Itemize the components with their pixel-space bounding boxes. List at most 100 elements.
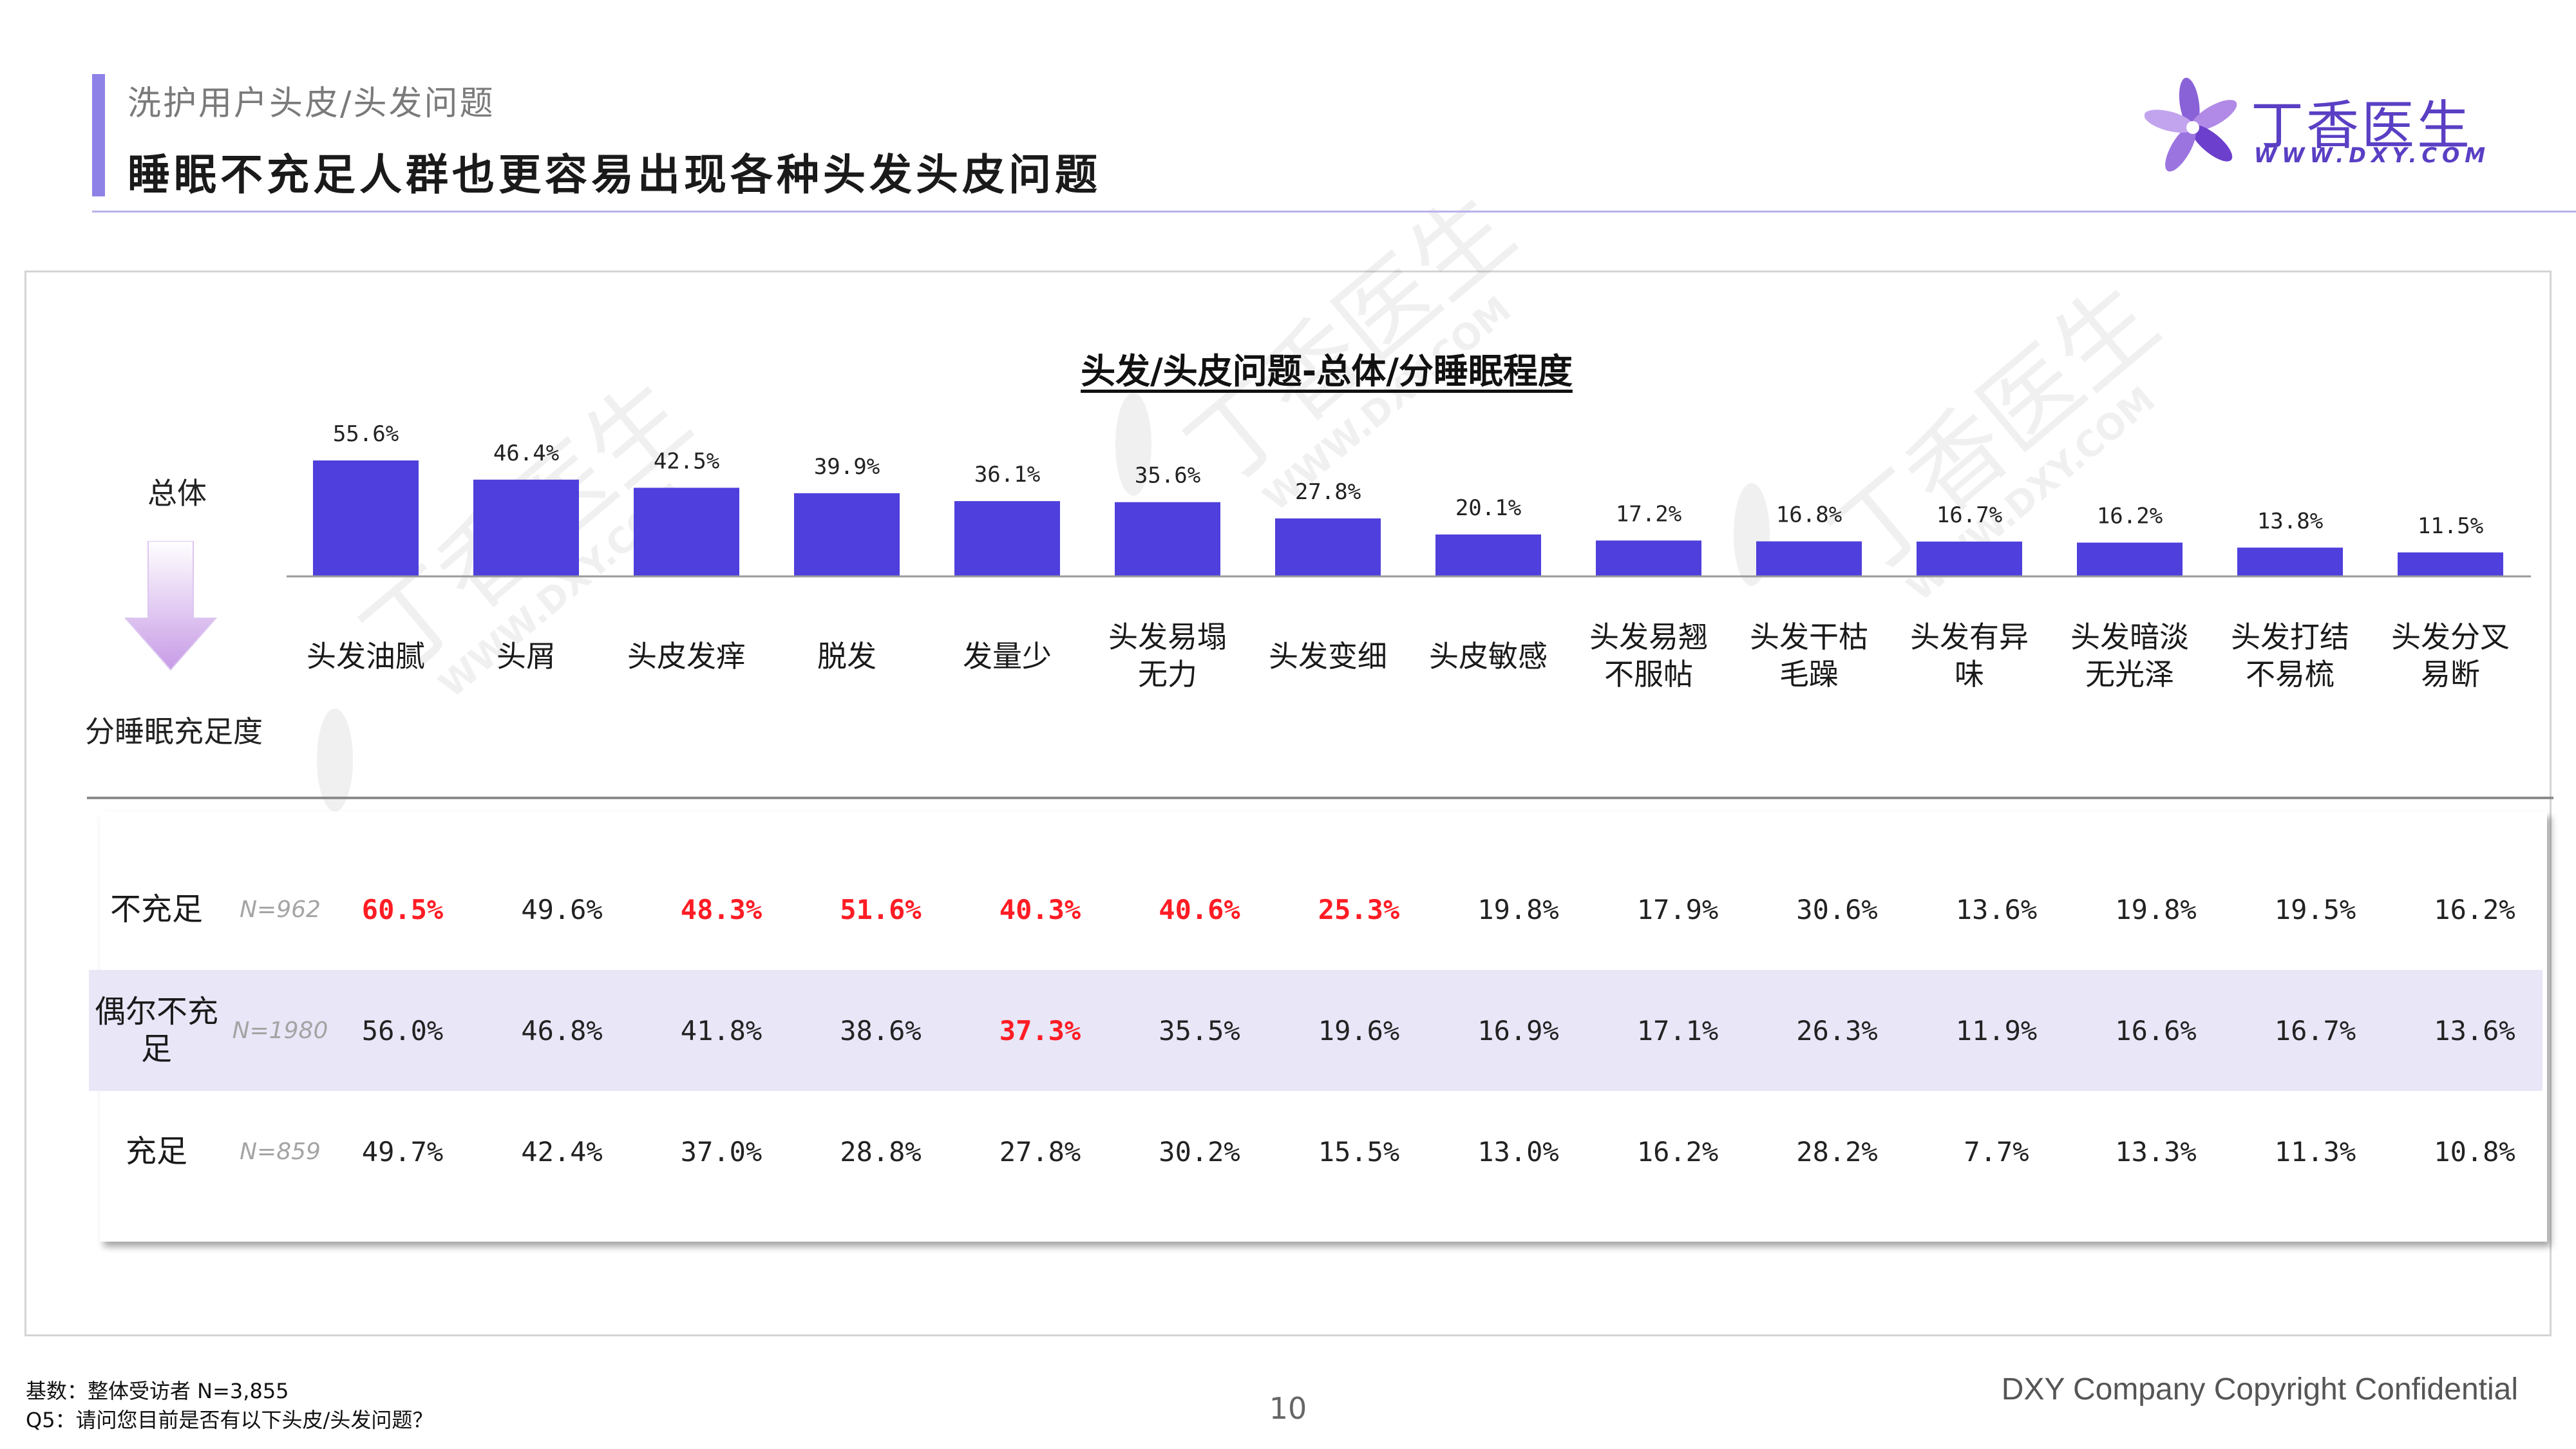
- bar-value-label: 16.8%: [1776, 502, 1842, 528]
- category-label: 头发油腻: [307, 639, 425, 674]
- table-cell: 7.7%: [1964, 1135, 2029, 1168]
- table-cell: 16.7%: [2274, 1014, 2356, 1046]
- brand-logo: [2145, 77, 2237, 172]
- table-cell: 48.3%: [680, 893, 762, 925]
- table-cell: 35.5%: [1159, 1014, 1240, 1046]
- table-cell: 30.2%: [1159, 1135, 1240, 1168]
- table-cell: 26.3%: [1796, 1014, 1878, 1046]
- table-cell: 28.8%: [840, 1135, 922, 1168]
- bar-6: [1275, 518, 1381, 576]
- bar-value-label: 27.8%: [1295, 479, 1361, 505]
- row-sample-size: N=859: [240, 1138, 321, 1165]
- category-label: 头发暗淡 无光泽: [2070, 620, 2189, 692]
- table-cell: 13.0%: [1477, 1135, 1559, 1168]
- table-cell: 38.6%: [840, 1014, 922, 1046]
- bar-value-label: 55.6%: [333, 421, 399, 447]
- bar-2: [634, 488, 739, 576]
- bar-1: [473, 479, 579, 576]
- table-cell: 17.9%: [1636, 893, 1719, 925]
- category-label: 头发分叉 易断: [2391, 620, 2510, 692]
- brand-name: 丁香医生: [2251, 95, 2473, 156]
- table-cell: 19.5%: [2274, 893, 2356, 925]
- chart-table-divider: [87, 797, 2553, 799]
- table-cell: 60.5%: [361, 893, 444, 925]
- table-cell: 40.3%: [999, 893, 1081, 925]
- down-arrow-icon: [124, 541, 218, 671]
- bar-value-label: 20.1%: [1455, 495, 1521, 521]
- table-cell: 25.3%: [1318, 893, 1400, 925]
- table-cell: 11.9%: [1955, 1014, 2038, 1046]
- table-cell: 37.0%: [680, 1135, 762, 1168]
- table-cell: 13.6%: [2434, 1014, 2515, 1046]
- category-label: 头皮敏感: [1429, 639, 1548, 674]
- header-divider: [92, 211, 2576, 213]
- bar-7: [1435, 534, 1541, 576]
- table-row: 充足 N=859 49.7% 42.4% 37.0% 28.8% 27.8% 30.2% 15.…: [89, 1091, 2543, 1212]
- table-cell: 40.6%: [1159, 893, 1240, 925]
- flower-icon: [2145, 77, 2237, 172]
- section-label: 洗护用户头皮/头发问题: [128, 84, 495, 123]
- table-cell: 49.6%: [521, 893, 603, 925]
- table-cell: 41.8%: [680, 1014, 762, 1046]
- table-cell: 16.9%: [1477, 1014, 1559, 1046]
- bar-value-label: 16.7%: [1937, 502, 2002, 528]
- bar-value-label: 13.8%: [2257, 508, 2323, 534]
- bar-value-label: 46.4%: [493, 440, 559, 466]
- category-label: 发量少: [963, 639, 1052, 674]
- page-title: 睡眠不充足人群也更容易出现各种头发头皮问题: [128, 150, 1101, 200]
- category-label: 头发易塌 无力: [1108, 620, 1227, 692]
- copyright: DXY Company Copyright Confidential: [2001, 1372, 2518, 1406]
- table-cell: 56.0%: [361, 1014, 444, 1046]
- split-section-label: 分睡眠充足度: [85, 714, 263, 749]
- bar-12: [2237, 547, 2343, 576]
- header-accent-bar: [92, 74, 105, 196]
- table-cell: 13.6%: [1955, 893, 2038, 925]
- table-cell: 49.7%: [361, 1135, 444, 1168]
- base-note: 基数：整体受访者 N=3,855: [26, 1379, 289, 1403]
- table-cell: 51.6%: [840, 893, 922, 925]
- category-label: 头发有异 味: [1910, 620, 2029, 692]
- table-cell: 19.8%: [2115, 893, 2197, 925]
- table-cell: 17.1%: [1636, 1014, 1719, 1046]
- bar-value-label: 39.9%: [814, 454, 880, 480]
- category-label: 头发打结 不易梳: [2231, 620, 2349, 692]
- table-cell: 46.8%: [521, 1014, 603, 1046]
- bar-value-label: 17.2%: [1616, 501, 1681, 527]
- bar-value-label: 35.6%: [1135, 463, 1200, 489]
- bar-8: [1596, 540, 1701, 576]
- row-sample-size: N=1980: [232, 1017, 328, 1044]
- category-label: 头发干枯 毛躁: [1750, 620, 1868, 692]
- table-cell: 19.8%: [1477, 893, 1559, 925]
- bar-9: [1756, 541, 1862, 576]
- bar-11: [2077, 542, 2183, 576]
- table-cell: 28.2%: [1796, 1135, 1878, 1168]
- chart-title: 头发/头皮问题-总体/分睡眠程度: [1081, 351, 1573, 392]
- bar-3: [794, 493, 900, 576]
- table-cell: 27.8%: [999, 1135, 1081, 1168]
- brand-url: WWW.DXY.COM: [2254, 143, 2491, 167]
- table-cell: 11.3%: [2274, 1135, 2356, 1168]
- row-group-label: 充足: [125, 1133, 187, 1170]
- row-sample-size: N=962: [240, 896, 321, 923]
- category-label: 头发变细: [1269, 639, 1387, 674]
- content-frame: [24, 270, 2552, 1336]
- bar-value-label: 36.1%: [974, 462, 1040, 488]
- bar-value-label: 16.2%: [2097, 504, 2163, 529]
- table-cell: 13.3%: [2115, 1135, 2197, 1168]
- category-label: 头发易翘 不服帖: [1589, 620, 1708, 692]
- bar-0: [313, 460, 419, 576]
- table-cell: 10.8%: [2434, 1135, 2515, 1168]
- bar-4: [954, 501, 1060, 576]
- category-label: 头屑: [497, 639, 556, 674]
- bar-13: [2398, 552, 2503, 576]
- table-row: 偶尔不充 足 N=1980 56.0% 46.8% 41.8% 38.6% 37.3% 35.…: [89, 970, 2543, 1091]
- row-group-label: 不充足: [109, 891, 203, 927]
- table-cell: 16.2%: [2434, 893, 2515, 925]
- bar-value-label: 11.5%: [2418, 513, 2483, 539]
- page-number: 10: [1269, 1391, 1307, 1426]
- bar-value-label: 42.5%: [654, 448, 719, 474]
- overall-row-label: 总体: [147, 476, 207, 511]
- table-cell: 16.6%: [2115, 1014, 2197, 1046]
- table-cell: 42.4%: [521, 1135, 603, 1168]
